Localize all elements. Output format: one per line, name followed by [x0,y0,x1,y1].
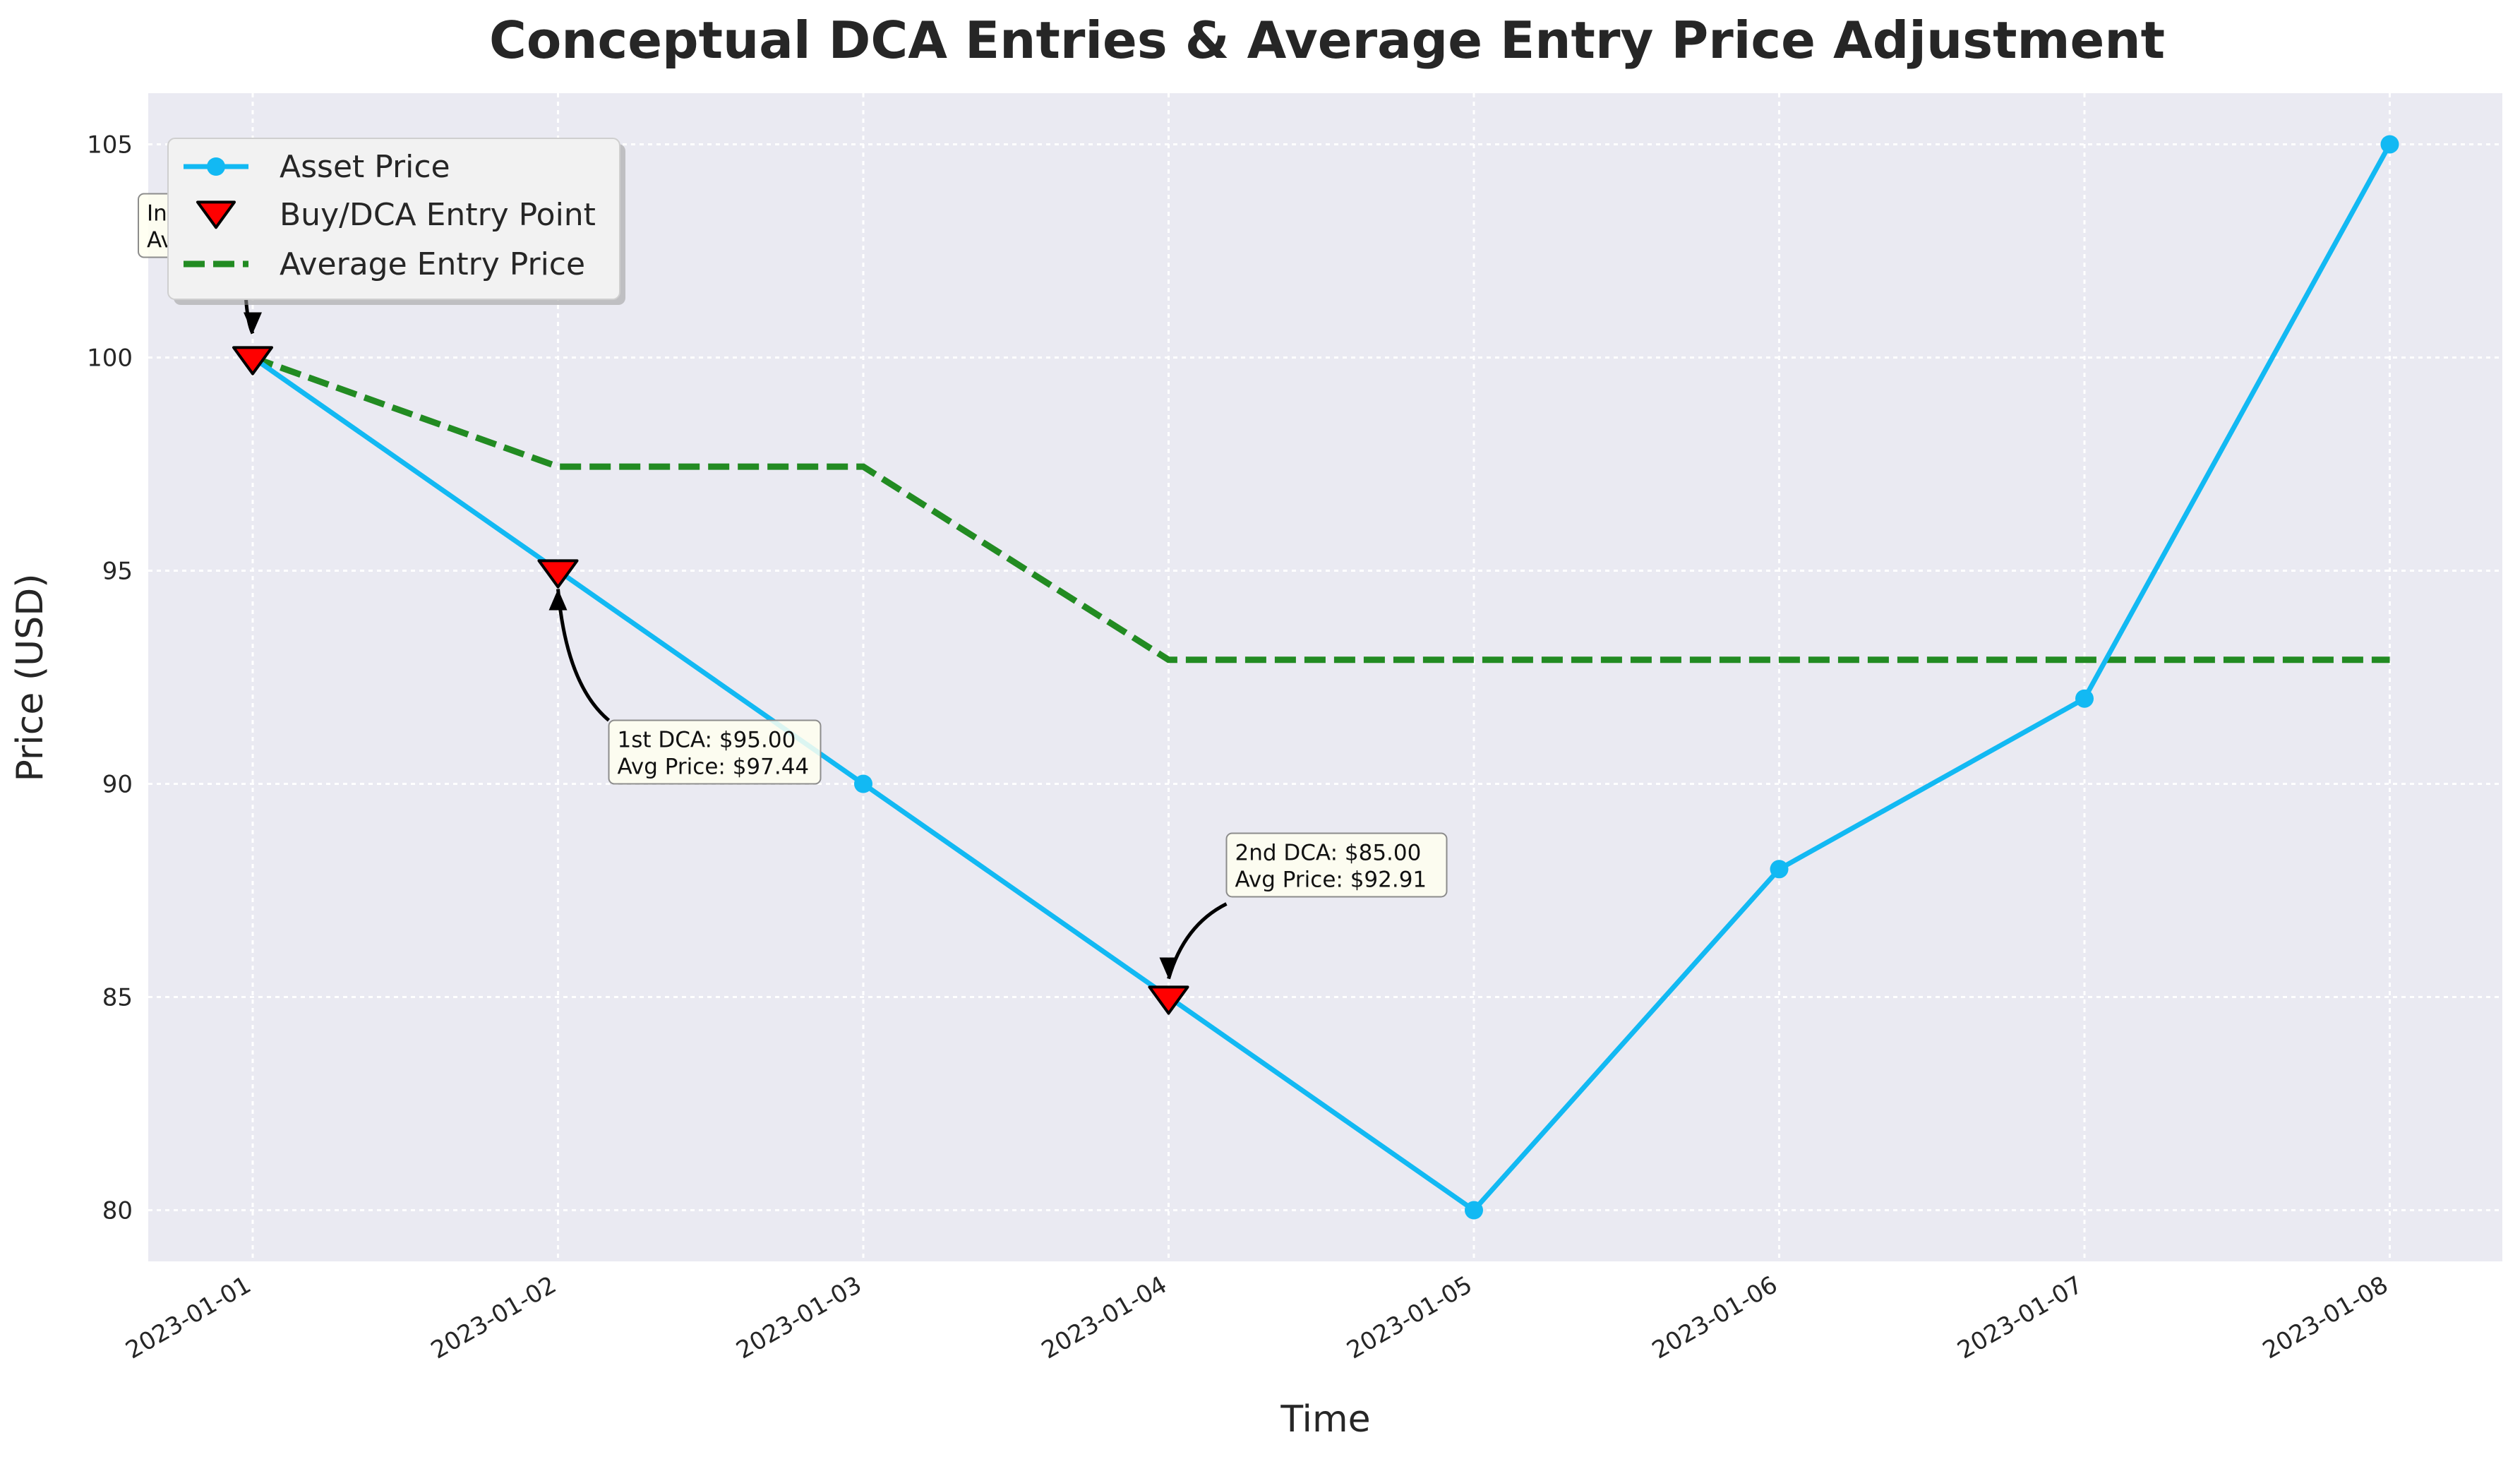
legend-box [167,138,620,300]
annotation-line-1: 2nd DCA: $85.00 [1235,841,1422,866]
entry-markers-layer [232,346,1189,1015]
asset-price-point [1770,860,1789,879]
annotation-box [1225,832,1448,898]
chart-title: Conceptual DCA Entries & Average Entry P… [489,11,2165,70]
asset-price-point [2380,135,2399,154]
y-tick-label: 100 [87,344,133,372]
x-tick-label: 2023-01-03 [731,1271,866,1364]
x-axis-ticks: 2023-01-01 2023-01-02 2023-01-03 2023-01-04… [121,1271,2393,1364]
asset-price-point [854,774,872,793]
y-tick-label: 95 [102,557,133,585]
annotation-line-2: Avg Price: $97.44 [618,754,810,779]
entry-point-marker [232,346,273,376]
entry-point-marker [537,559,579,589]
y-tick-label: 90 [102,771,133,799]
x-tick-label: 2023-01-08 [2258,1271,2393,1364]
y-tick-label: 80 [102,1197,133,1225]
legend-label: Asset Price [280,149,450,185]
entry-point-marker [1148,985,1189,1015]
average-entry-price-line [251,354,2390,664]
x-tick-label: 2023-01-02 [426,1271,561,1364]
x-axis-label: Time [1280,1398,1370,1441]
legend-swatch-entry-point [196,200,236,229]
y-tick-label: 105 [87,131,133,159]
legend-swatch-asset-price-marker [207,157,225,176]
x-tick-label: 2023-01-06 [1648,1271,1782,1364]
asset-price-line [251,143,2392,1213]
legend: Asset Price Buy/DCA Entry Point Average En… [167,138,625,305]
annotation-line-1: 1st DCA: $95.00 [618,727,796,752]
x-tick-label: 2023-01-01 [121,1271,256,1364]
asset-price-point [1465,1201,1483,1220]
annotation-box [608,719,822,785]
annotation-arrowhead [548,589,568,611]
annotation-line-2: Avg Price: $92.91 [1235,867,1427,893]
y-axis-ticks: 80 85 90 95 100 105 [87,131,133,1225]
asset-price-point [2075,689,2094,708]
legend-label: Buy/DCA Entry Point [280,197,596,233]
x-tick-label: 2023-01-07 [1952,1271,2087,1364]
annotation-arrowhead [244,312,262,334]
x-tick-label: 2023-01-04 [1037,1271,1172,1364]
x-tick-label: 2023-01-05 [1342,1271,1477,1364]
y-axis-label: Price (USD) [9,573,52,781]
annotation-arrow [556,589,611,722]
y-tick-label: 85 [102,984,133,1012]
annotation-arrowhead [1159,957,1178,979]
legend-label: Average Entry Price [280,246,585,282]
